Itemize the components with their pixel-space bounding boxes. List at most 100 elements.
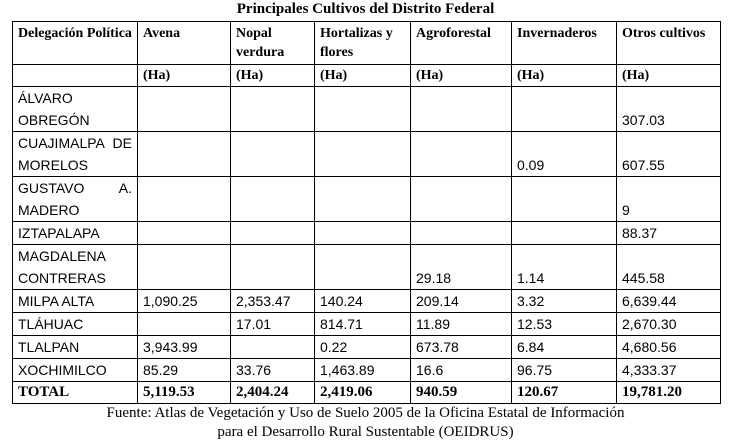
cell: 0.09 bbox=[511, 131, 617, 177]
row-name: CUAJIMALPA DE MORELOS bbox=[12, 131, 138, 177]
column-header: Agroforestal bbox=[410, 21, 512, 65]
total-cell: 5,119.53 bbox=[137, 381, 231, 404]
cell: 445.58 bbox=[616, 244, 721, 290]
unit-cell: (Ha) bbox=[314, 64, 411, 87]
cell: 17.01 bbox=[230, 312, 315, 336]
data-row: ÁLVARO OBREGÓN 307.03 bbox=[12, 86, 721, 132]
empty-cell bbox=[230, 335, 315, 359]
empty-cell bbox=[314, 244, 411, 290]
empty-cell bbox=[314, 131, 411, 177]
empty-cell bbox=[137, 131, 231, 177]
source-line: Fuente: Atlas de Vegetación y Uso de Sue… bbox=[106, 405, 625, 421]
unit-cell: (Ha) bbox=[230, 64, 315, 87]
cell: 3,943.99 bbox=[137, 335, 231, 359]
empty-cell bbox=[511, 86, 617, 132]
data-row: CUAJIMALPA DE MORELOS 0.09 607.55 bbox=[12, 131, 721, 177]
cell: 607.55 bbox=[616, 131, 721, 177]
column-header: Hortalizas y flores bbox=[314, 21, 411, 65]
source-line: para el Desarrollo Rural Sustentable (OE… bbox=[217, 424, 514, 440]
row-name: ÁLVARO OBREGÓN bbox=[12, 86, 138, 132]
cell: 11.89 bbox=[410, 312, 512, 336]
empty-cell bbox=[230, 86, 315, 132]
row-name: XOCHIMILCO bbox=[12, 358, 138, 382]
total-cell: TOTAL bbox=[12, 381, 138, 404]
cell: 0.22 bbox=[314, 335, 411, 359]
cell: 4,680.56 bbox=[616, 335, 721, 359]
cell: 209.14 bbox=[410, 289, 512, 313]
column-header: Invernaderos bbox=[511, 21, 617, 65]
cell: 1,090.25 bbox=[137, 289, 231, 313]
cell: 3.32 bbox=[511, 289, 617, 313]
total-cell: 19,781.20 bbox=[616, 381, 721, 404]
cell: 6,639.44 bbox=[616, 289, 721, 313]
cell: 2,353.47 bbox=[230, 289, 315, 313]
empty-cell bbox=[230, 131, 315, 177]
units-row: (Ha) (Ha) (Ha) (Ha) (Ha) (Ha) bbox=[12, 64, 721, 87]
cell: 2,670.30 bbox=[616, 312, 721, 336]
unit-cell: (Ha) bbox=[511, 64, 617, 87]
total-cell: 2,419.06 bbox=[314, 381, 411, 404]
column-header: Nopal verdura bbox=[230, 21, 315, 65]
cell bbox=[12, 64, 138, 87]
cell: 9 bbox=[616, 176, 721, 222]
empty-cell bbox=[410, 176, 512, 222]
empty-cell bbox=[511, 221, 617, 245]
unit-cell: (Ha) bbox=[616, 64, 721, 87]
cell: 1.14 bbox=[511, 244, 617, 290]
empty-cell bbox=[137, 244, 231, 290]
column-header: Avena bbox=[137, 21, 231, 65]
data-row: MAGDALENA CONTRERAS 29.18 1.14 445.58 bbox=[12, 244, 721, 290]
data-row: XOCHIMILCO 85.29 33.76 1,463.89 16.6 96.75 4,3… bbox=[12, 358, 721, 382]
row-name: MILPA ALTA bbox=[12, 289, 138, 313]
empty-cell bbox=[137, 176, 231, 222]
total-cell: 940.59 bbox=[410, 381, 512, 404]
data-row: MILPA ALTA 1,090.25 2,353.47 140.24 209.14 3.… bbox=[12, 289, 721, 313]
cell: 12.53 bbox=[511, 312, 617, 336]
cell: 4,333.37 bbox=[616, 358, 721, 382]
empty-cell bbox=[314, 221, 411, 245]
unit-cell: (Ha) bbox=[410, 64, 512, 87]
cell: 1,463.89 bbox=[314, 358, 411, 382]
cell: 307.03 bbox=[616, 86, 721, 132]
column-header: Delegación Política bbox=[12, 21, 138, 65]
cell: 88.37 bbox=[616, 221, 721, 245]
cell: 85.29 bbox=[137, 358, 231, 382]
cell: 814.71 bbox=[314, 312, 411, 336]
empty-cell bbox=[230, 176, 315, 222]
row-name: IZTAPALAPA bbox=[12, 221, 138, 245]
total-cell: 120.67 bbox=[511, 381, 617, 404]
data-row: IZTAPALAPA 88.37 bbox=[12, 221, 721, 245]
row-name: TLÁHUAC bbox=[12, 312, 138, 336]
empty-cell bbox=[137, 221, 231, 245]
empty-cell bbox=[230, 221, 315, 245]
cell: 16.6 bbox=[410, 358, 512, 382]
total-cell: 2,404.24 bbox=[230, 381, 315, 404]
empty-cell bbox=[314, 86, 411, 132]
empty-cell bbox=[410, 221, 512, 245]
cell: 140.24 bbox=[314, 289, 411, 313]
empty-cell bbox=[511, 176, 617, 222]
empty-cell bbox=[410, 86, 512, 132]
empty-cell bbox=[314, 176, 411, 222]
data-row: TLÁHUAC 17.01 814.71 11.89 12.53 2,670.30 bbox=[12, 312, 721, 336]
crops-table: Delegación Política Avena Nopal verdura Hor… bbox=[12, 21, 721, 404]
empty-cell bbox=[137, 312, 231, 336]
source-note: Fuente: Atlas de Vegetación y Uso de Sue… bbox=[0, 404, 731, 442]
data-row: TLALPAN 3,943.99 0.22 673.78 6.84 4,680.56 bbox=[12, 335, 721, 359]
cell: 33.76 bbox=[230, 358, 315, 382]
row-name: TLALPAN bbox=[12, 335, 138, 359]
empty-cell bbox=[230, 244, 315, 290]
empty-cell bbox=[410, 131, 512, 177]
cell: 96.75 bbox=[511, 358, 617, 382]
row-name: GUSTAVO A. MADERO bbox=[12, 176, 138, 222]
data-row: GUSTAVO A. MADERO 9 bbox=[12, 176, 721, 222]
cell: 29.18 bbox=[410, 244, 512, 290]
table-title: Principales Cultivos del Distrito Federa… bbox=[236, 1, 495, 17]
unit-cell: (Ha) bbox=[137, 64, 231, 87]
column-header: Otros cultivos bbox=[616, 21, 721, 65]
total-row: TOTAL 5,119.53 2,404.24 2,419.06 940.59 120.6… bbox=[12, 381, 721, 404]
cell: 6.84 bbox=[511, 335, 617, 359]
cell: 673.78 bbox=[410, 335, 512, 359]
row-name: MAGDALENA CONTRERAS bbox=[12, 244, 138, 290]
